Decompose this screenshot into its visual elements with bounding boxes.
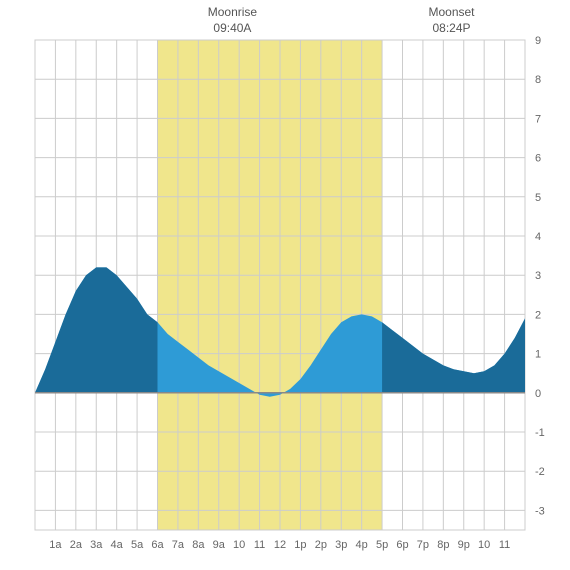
moonrise-title: Moonrise bbox=[208, 5, 258, 19]
x-tick-label: 3a bbox=[90, 539, 103, 551]
x-tick-label: 6a bbox=[151, 539, 164, 551]
y-tick-label: -3 bbox=[535, 505, 545, 517]
x-tick-label: 4p bbox=[356, 539, 368, 551]
y-tick-label: 7 bbox=[535, 113, 541, 125]
x-tick-label: 2a bbox=[70, 539, 83, 551]
y-tick-label: -2 bbox=[535, 466, 545, 478]
x-tick-label: 1a bbox=[49, 539, 62, 551]
x-tick-label: 11 bbox=[254, 539, 265, 551]
y-tick-label: 1 bbox=[535, 349, 541, 361]
moon-band bbox=[158, 40, 383, 530]
x-tick-label: 8p bbox=[437, 539, 449, 551]
y-tick-label: 4 bbox=[535, 231, 541, 243]
x-tick-label: 4a bbox=[111, 539, 124, 551]
x-tick-label: 10 bbox=[478, 539, 490, 551]
x-tick-label: 6p bbox=[396, 539, 408, 551]
x-tick-label: 12 bbox=[274, 539, 286, 551]
y-tick-label: 0 bbox=[535, 388, 541, 400]
x-tick-label: 9a bbox=[213, 539, 226, 551]
x-tick-label: 3p bbox=[335, 539, 347, 551]
x-tick-label: 7p bbox=[417, 539, 429, 551]
x-tick-label: 5a bbox=[131, 539, 144, 551]
x-tick-label: 7a bbox=[172, 539, 185, 551]
y-tick-label: 5 bbox=[535, 192, 541, 204]
x-tick-label: 2p bbox=[315, 539, 327, 551]
y-tick-label: 2 bbox=[535, 309, 541, 321]
y-tick-label: 6 bbox=[535, 153, 541, 165]
y-tick-label: 9 bbox=[535, 35, 541, 47]
chart-svg: -3-2-101234567891a2a3a4a5a6a7a8a9a101112… bbox=[0, 0, 570, 570]
y-tick-label: 3 bbox=[535, 270, 541, 282]
moonset-title: Moonset bbox=[428, 5, 475, 19]
moonset-time: 08:24P bbox=[432, 21, 470, 35]
x-axis-labels: 1a 2a 3a 4a 5a 6a 7a 8a 9a 10 11 12 1p 2p 3p 4p 5p 6p 7p 8p… bbox=[49, 539, 510, 551]
x-tick-label: 1p bbox=[294, 539, 306, 551]
x-tick-label: 5p bbox=[376, 539, 388, 551]
y-tick-label: -1 bbox=[535, 427, 545, 439]
x-tick-label: 8a bbox=[192, 539, 205, 551]
x-tick-label: 10 bbox=[233, 539, 245, 551]
y-tick-label: 8 bbox=[535, 74, 541, 86]
x-tick-label: 9p bbox=[458, 539, 470, 551]
x-tick-label: 11 bbox=[499, 539, 510, 551]
moonrise-time: 09:40A bbox=[213, 21, 251, 35]
tide-chart: -3-2-101234567891a2a3a4a5a6a7a8a9a101112… bbox=[0, 0, 570, 570]
